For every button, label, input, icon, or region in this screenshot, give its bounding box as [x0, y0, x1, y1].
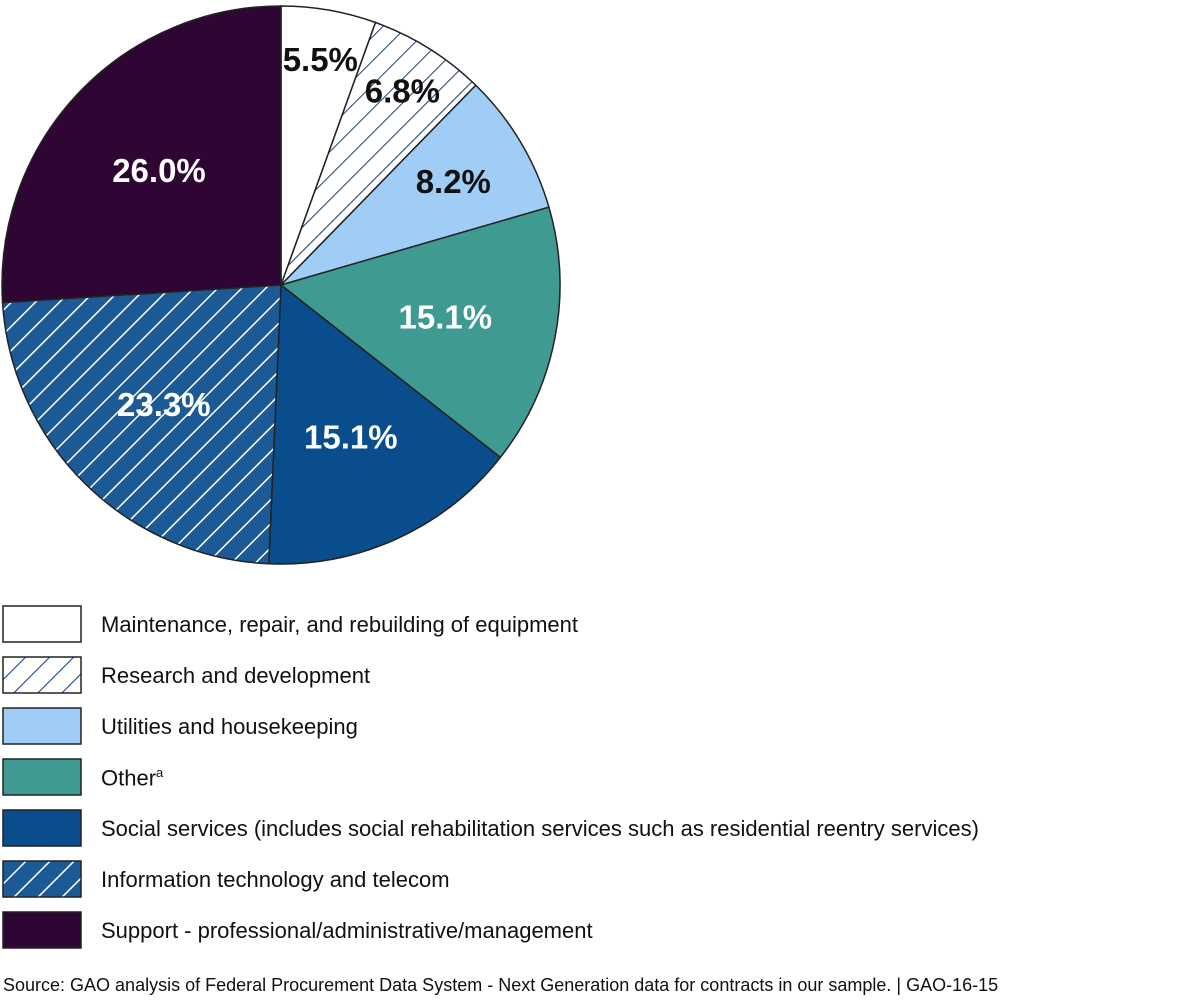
- legend-label-5: Information technology and telecom: [101, 867, 450, 892]
- legend-swatch-1: [2, 656, 82, 694]
- legend-swatch-0: [2, 605, 82, 643]
- pie-slices: [1, 5, 561, 565]
- slice-label-5: 23.3%: [117, 386, 211, 423]
- slice-label-0: 5.5%: [283, 41, 358, 78]
- slice-label-1: 6.8%: [365, 73, 440, 110]
- pie-slice-6: [1, 5, 282, 304]
- slice-label-6: 26.0%: [112, 152, 206, 189]
- legend-swatch-6: [2, 911, 82, 949]
- pie-slice-4: [267, 283, 502, 565]
- legend-label-2: Utilities and housekeeping: [101, 714, 358, 739]
- slice-label-4: 15.1%: [304, 419, 398, 456]
- legend-swatch-4: [2, 809, 82, 847]
- legend-label-3: Othera: [101, 765, 164, 791]
- slice-label-3: 15.1%: [399, 298, 493, 335]
- legend-label-4: Social services (includes social rehabil…: [101, 816, 979, 841]
- source-note: Source: GAO analysis of Federal Procurem…: [3, 975, 999, 995]
- pie-labels: 5.5%6.8% 8.2% 15.1% 15.1% 23.3% 26.0%: [112, 41, 492, 456]
- legend-swatch-3: [2, 758, 82, 796]
- legend-swatch-2: [2, 707, 82, 745]
- legend-label-6: Support - professional/administrative/ma…: [101, 918, 593, 943]
- legend-footnote-marker: a: [156, 765, 164, 780]
- pie-slice-3: [279, 206, 561, 459]
- slice-label-2: 8.2%: [416, 163, 491, 200]
- legend-label-0: Maintenance, repair, and rebuilding of e…: [101, 612, 578, 637]
- legend-swatch-5: [2, 860, 82, 898]
- pie-slice-5: [1, 284, 282, 565]
- pie-slice-1: [280, 21, 477, 286]
- pie-chart: 5.5%6.8% 8.2% 15.1% 15.1% 23.3% 26.0%: [1, 5, 561, 565]
- legend-label-1: Research and development: [101, 663, 371, 688]
- pie-slice-2: [278, 84, 550, 287]
